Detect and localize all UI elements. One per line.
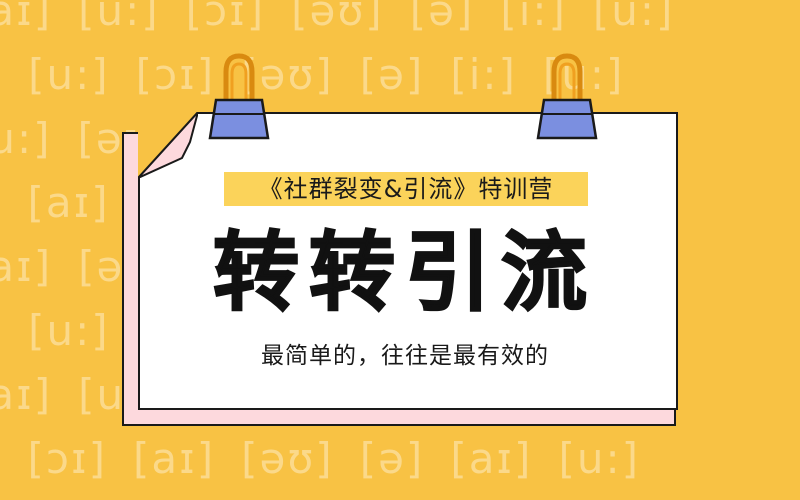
banner-card (138, 112, 678, 410)
phonetic-symbol: [aɪ] (0, 370, 53, 419)
phonetic-symbol: [aɪ] (0, 0, 53, 35)
phonetic-symbol: [ɔɪ] (27, 434, 107, 483)
phonetic-symbol: [ə] (409, 0, 475, 35)
page-curl-corner (138, 112, 198, 178)
phonetic-symbol: [əʊ] (241, 50, 334, 99)
phonetic-symbol: [u:] (78, 0, 160, 35)
phonetic-symbol: [aɪ] (0, 306, 2, 355)
headline-title: 转转引流 (212, 222, 597, 324)
tagline-text: 最简单的，往往是最有效的 (261, 343, 549, 369)
pattern-row: [aɪ][u:][ɔɪ][əʊ][ə][i:][u:] (0, 50, 650, 99)
course-subtitle: 《社群裂变&引流》特训营 (258, 175, 554, 203)
phonetic-symbol: [i:] (500, 0, 567, 35)
phonetic-symbol: [u:] (0, 114, 52, 163)
phonetic-symbol: [u:] (0, 434, 2, 483)
phonetic-symbol: [u:] (0, 178, 2, 227)
phonetic-symbol: [ə] (359, 50, 425, 99)
phonetic-symbol: [aɪ] (450, 434, 533, 483)
phonetic-symbol: [əʊ] (241, 434, 334, 483)
binder-clip-left-icon (208, 53, 270, 140)
phonetic-symbol: [ə] (359, 434, 425, 483)
phonetic-symbol: [aɪ] (133, 434, 216, 483)
phonetic-symbol: [əʊ] (291, 0, 384, 35)
phonetic-symbol: [aɪ] (0, 50, 2, 99)
binder-clip-right-icon (536, 53, 598, 140)
phonetic-symbol: [ɔɪ] (135, 50, 216, 99)
phonetic-symbol: [ɔɪ] (185, 0, 266, 35)
phonetic-symbol: [u:] (28, 50, 110, 99)
phonetic-symbol: [aɪ] (0, 242, 53, 291)
phonetic-symbol: [aɪ] (27, 178, 110, 227)
phonetic-symbol: [u:] (592, 0, 675, 35)
phonetic-symbol: [i:] (450, 50, 517, 99)
phonetic-symbol: [u:] (28, 306, 110, 355)
pattern-row: [u:] [ɔɪ] [aɪ] [əʊ] [ə] [aɪ] [u:] (0, 434, 666, 483)
subtitle-highlight (224, 172, 588, 206)
phonetic-symbol: [u:] (558, 434, 640, 483)
pattern-row: [aɪ] [u:] [ɔɪ] [əʊ] [ə] [i:] [u:] (0, 0, 700, 35)
